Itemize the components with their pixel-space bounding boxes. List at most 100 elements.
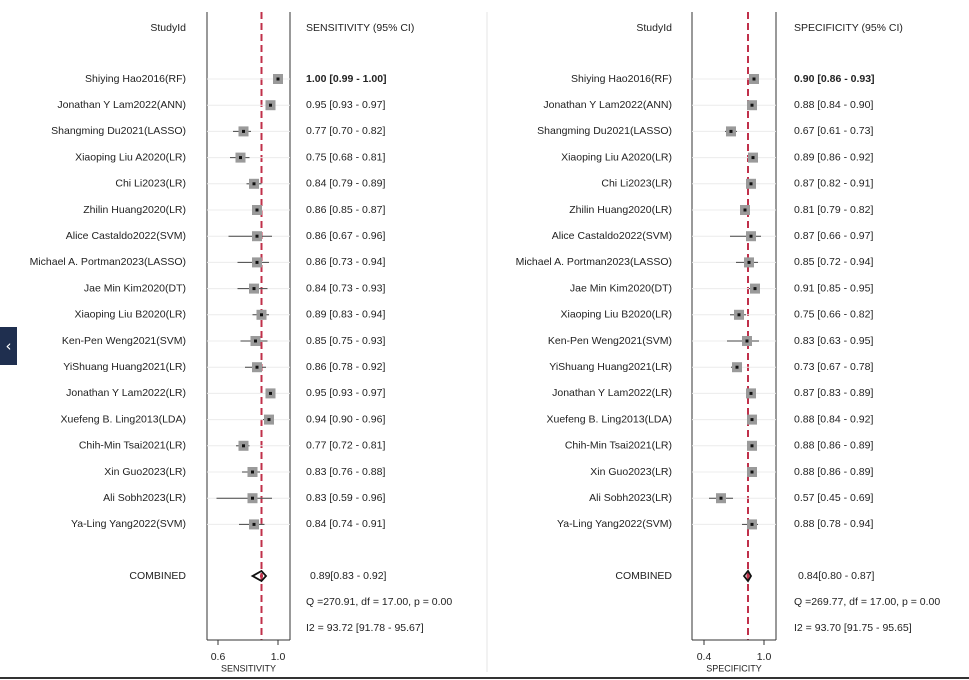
study-name: Xuefeng B. Ling2013(LDA) [546,413,672,425]
study-estimate-label: 0.84 [0.73 - 0.93] [306,282,385,294]
study-name: Xiaoping Liu A2020(LR) [561,151,672,163]
study-row: Zhilin Huang2020(LR) 0.86 [0.85 - 0.87] [83,204,385,216]
study-name: Chih-Min Tsai2021(LR) [565,440,672,452]
study-name: Jonathan Y Lam2022(LR) [66,387,186,399]
study-row: Jonathan Y Lam2022(ANN) 0.88 [0.84 - 0.90… [543,99,873,111]
point-estimate-marker [752,77,756,81]
study-estimate-label: 0.90 [0.86 - 0.93] [794,73,875,85]
point-estimate-marker [749,234,753,238]
study-estimate-label: 0.83 [0.63 - 0.95] [794,335,873,347]
point-estimate-marker [251,496,254,500]
combined-row: COMBINED 0.84[0.80 - 0.87] [615,569,875,583]
point-estimate-marker [750,444,754,448]
study-estimate-label: 0.86 [0.67 - 0.96] [306,230,385,242]
study-row: Xiaoping Liu A2020(LR) 0.75 [0.68 - 0.81] [75,151,385,163]
study-name: Xuefeng B. Ling2013(LDA) [60,413,186,425]
prev-button[interactable]: ‹ [0,327,17,365]
study-name: Ali Sobh2023(LR) [103,492,186,504]
point-estimate-marker [750,418,754,422]
combined-estimate-label: 0.89[0.83 - 0.92] [310,570,387,582]
heterogeneity-q-stat: Q =269.77, df = 17.00, p = 0.00 [794,596,940,608]
point-estimate-marker [260,313,263,317]
heterogeneity-q-stat: Q =270.91, df = 17.00, p = 0.00 [306,596,452,608]
study-name: Michael A. Portman2023(LASSO) [516,256,672,268]
study-row: Shiying Hao2016(RF) 0.90 [0.86 - 0.93] [571,73,875,85]
study-name: Ken-Pen Weng2021(SVM) [548,335,672,347]
study-estimate-label: 0.77 [0.70 - 0.82] [306,125,385,137]
study-name: Alice Castaldo2022(SVM) [552,230,672,242]
point-estimate-marker [239,156,242,160]
study-estimate-label: 0.88 [0.78 - 0.94] [794,518,873,530]
study-row: Jae Min Kim2020(DT) 0.91 [0.85 - 0.95] [570,282,874,294]
study-row: Michael A. Portman2023(LASSO) 0.85 [0.72 … [516,256,874,268]
study-estimate-label: 0.73 [0.67 - 0.78] [794,361,873,373]
study-row: Ali Sobh2023(LR) 0.83 [0.59 - 0.96] [103,492,385,504]
point-estimate-marker [749,182,753,186]
study-row: Alice Castaldo2022(SVM) 0.86 [0.67 - 0.96… [66,230,386,242]
study-row: Xiaoping Liu A2020(LR) 0.89 [0.86 - 0.92] [561,151,873,163]
study-estimate-label: 0.84 [0.74 - 0.91] [306,518,385,530]
study-estimate-label: 0.86 [0.85 - 0.87] [306,204,385,216]
point-estimate-marker [269,103,272,107]
study-estimate-label: 0.91 [0.85 - 0.95] [794,282,873,294]
bottom-divider [0,677,969,679]
study-estimate-label: 0.88 [0.84 - 0.90] [794,99,873,111]
study-estimate-label: 0.77 [0.72 - 0.81] [306,440,385,452]
point-estimate-marker [749,391,753,395]
study-row: Shangming Du2021(LASSO) 0.77 [0.70 - 0.82… [51,125,385,137]
point-estimate-marker [743,208,747,212]
study-column-header: StudyId [636,22,672,34]
point-estimate-marker [750,103,754,107]
study-name: Chi Li2023(LR) [115,178,186,190]
study-name: Shangming Du2021(LASSO) [537,125,672,137]
study-row: Chih-Min Tsai2021(LR) 0.77 [0.72 - 0.81] [79,440,386,452]
point-estimate-marker [252,182,256,186]
study-row: Ken-Pen Weng2021(SVM) 0.83 [0.63 - 0.95] [548,335,874,347]
study-name: Chi Li2023(LR) [601,178,672,190]
point-estimate-marker [753,287,757,291]
study-row: Xiaoping Liu B2020(LR) 0.75 [0.66 - 0.82] [561,309,874,321]
study-name: YiShuang Huang2021(LR) [549,361,672,373]
point-estimate-marker [729,129,733,133]
study-name: Michael A. Portman2023(LASSO) [30,256,186,268]
study-name: Jonathan Y Lam2022(ANN) [57,99,186,111]
point-estimate-marker [719,496,723,500]
point-estimate-marker [242,444,245,448]
study-name: Chih-Min Tsai2021(LR) [79,440,186,452]
study-name: Xiaoping Liu B2020(LR) [75,309,187,321]
point-estimate-marker [751,156,755,160]
study-estimate-label: 0.88 [0.84 - 0.92] [794,413,873,425]
study-estimate-label: 0.88 [0.86 - 0.89] [794,440,873,452]
point-estimate-marker [255,260,259,264]
study-row: Xin Guo2023(LR) 0.83 [0.76 - 0.88] [104,466,385,478]
x-tick-label: 1.0 [757,651,772,663]
study-row: Ya-Ling Yang2022(SVM) 0.88 [0.78 - 0.94] [557,518,873,530]
study-row: Xuefeng B. Ling2013(LDA) 0.94 [0.90 - 0.9… [60,413,385,425]
study-name: Xin Guo2023(LR) [590,466,672,478]
point-estimate-marker [737,313,741,317]
study-name: Shiying Hao2016(RF) [85,73,186,85]
specificity-forest-panel: StudyId SPECIFICITY (95% CI) Shiying Hao20… [516,12,940,673]
x-tick-label: 1.0 [271,651,286,663]
point-estimate-marker [267,418,271,422]
study-name: Xiaoping Liu A2020(LR) [75,151,186,163]
study-estimate-label: 0.81 [0.79 - 0.82] [794,204,873,216]
study-row: Jonathan Y Lam2022(LR) 0.87 [0.83 - 0.89] [552,387,873,399]
estimate-column-header: SPECIFICITY (95% CI) [794,22,903,34]
study-column-header: StudyId [150,22,186,34]
point-estimate-marker [745,339,749,343]
point-estimate-marker [276,77,280,81]
pooled-estimate-diamond [742,569,753,583]
heterogeneity-i2-stat: I2 = 93.72 [91.78 - 95.67] [306,622,424,634]
study-row: Michael A. Portman2023(LASSO) 0.86 [0.73 … [30,256,386,268]
point-estimate-marker [269,391,272,395]
study-row: Ali Sobh2023(LR) 0.57 [0.45 - 0.69] [589,492,873,504]
study-estimate-label: 0.86 [0.78 - 0.92] [306,361,385,373]
combined-row: COMBINED 0.89[0.83 - 0.92] [129,570,387,583]
point-estimate-marker [255,365,259,369]
x-tick-label: 0.6 [211,651,226,663]
combined-label: COMBINED [615,570,672,582]
study-name: Jae Min Kim2020(DT) [570,282,672,294]
study-name: Jonathan Y Lam2022(LR) [552,387,672,399]
